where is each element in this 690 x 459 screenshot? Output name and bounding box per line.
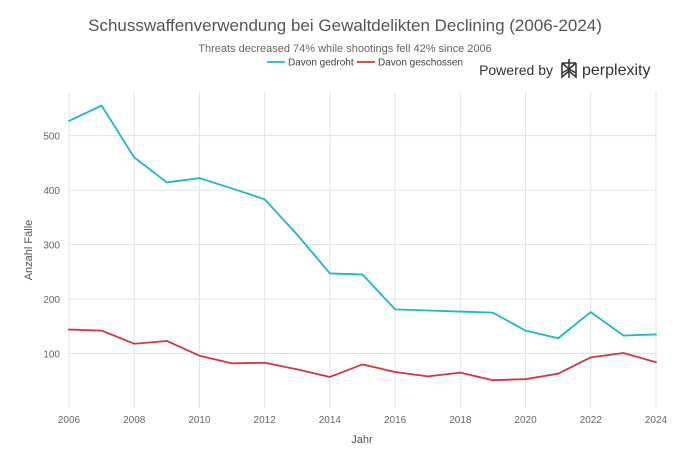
data-point: [360, 362, 365, 367]
x-tick-label: 2024: [645, 415, 668, 426]
gridlines: [68, 92, 657, 408]
data-point: [327, 374, 332, 379]
x-tick-label: 2016: [384, 415, 407, 426]
data-point: [490, 310, 495, 315]
legend-label: Davon geschossen: [378, 58, 463, 69]
data-point: [621, 350, 626, 355]
legend-label: Davon gedroht: [288, 58, 354, 69]
legend-item-1[interactable]: Davon gedroht: [267, 58, 354, 69]
data-point: [393, 307, 398, 312]
perplexity-logo-icon: [561, 59, 577, 79]
x-tick-label: 2014: [319, 415, 342, 426]
y-axis-title: Anzahl Fälle: [23, 220, 35, 281]
x-axis-title: Jahr: [351, 434, 373, 446]
tick-labels: 2006 2008 2010 2012 2014 2016 2018 2020 2022 2024…: [43, 132, 667, 426]
data-point: [164, 338, 169, 343]
series-line-1: [68, 104, 657, 340]
data-point: [523, 328, 528, 333]
data-point: [621, 333, 626, 338]
data-point: [393, 370, 398, 375]
data-point: [132, 155, 137, 160]
data-point: [425, 308, 430, 313]
y-tick-label: 100: [43, 350, 60, 361]
series-layer: [67, 103, 659, 383]
x-tick-label: 2018: [449, 415, 472, 426]
x-tick-label: 2008: [123, 415, 146, 426]
data-point: [197, 176, 202, 181]
y-tick-label: 500: [43, 132, 60, 143]
y-tick-label: 200: [43, 295, 60, 306]
data-point: [327, 271, 332, 276]
series-line-2: [68, 328, 657, 382]
data-point: [230, 361, 235, 366]
chart-title: Schusswaffenverwendung bei Gewaltdelikte…: [88, 16, 602, 35]
data-point: [164, 180, 169, 185]
data-point: [523, 377, 528, 382]
data-point: [588, 310, 593, 315]
legend-item-2[interactable]: Davon geschossen: [357, 58, 463, 69]
data-point: [556, 371, 561, 376]
data-point: [262, 197, 267, 202]
data-point: [654, 360, 659, 365]
data-point: [230, 186, 235, 191]
data-point: [67, 118, 72, 123]
data-point: [295, 232, 300, 237]
data-point: [360, 272, 365, 277]
data-point: [99, 103, 104, 108]
x-tick-label: 2010: [188, 415, 211, 426]
data-point: [588, 355, 593, 360]
data-point: [490, 378, 495, 383]
powered-by-label: Powered by: [479, 62, 553, 78]
data-point: [458, 309, 463, 314]
data-point: [262, 360, 267, 365]
data-point: [425, 374, 430, 379]
data-point: [197, 353, 202, 358]
x-tick-label: 2020: [514, 415, 537, 426]
x-tick-label: 2012: [254, 415, 277, 426]
y-tick-label: 400: [43, 186, 60, 197]
data-point: [67, 327, 72, 332]
chart-subtitle: Threats decreased 74% while shootings fe…: [198, 43, 492, 55]
x-tick-label: 2022: [580, 415, 603, 426]
data-point: [556, 336, 561, 341]
branding: Powered by perplexity: [479, 59, 650, 79]
perplexity-wordmark: perplexity: [582, 62, 650, 79]
data-point: [132, 341, 137, 346]
data-point: [654, 332, 659, 337]
data-point: [458, 370, 463, 375]
data-point: [295, 367, 300, 372]
legend: Davon gedroht Davon geschossen: [267, 58, 463, 69]
y-tick-label: 300: [43, 241, 60, 252]
x-tick-label: 2006: [58, 415, 81, 426]
data-point: [99, 328, 104, 333]
